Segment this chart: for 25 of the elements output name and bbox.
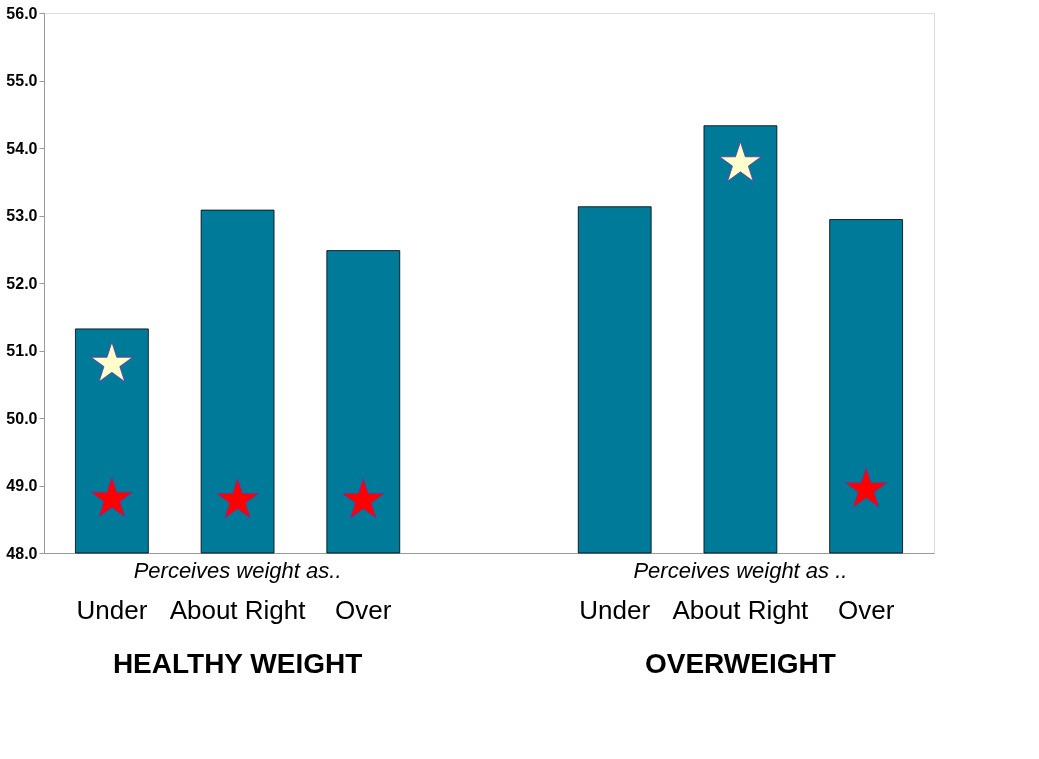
point xyxy=(844,467,888,508)
y-tick-label: 50.0 xyxy=(6,409,38,427)
y-tick-label: 55.0 xyxy=(6,72,38,89)
text: OVERWEIGHT xyxy=(644,648,836,679)
point xyxy=(342,478,385,519)
y-tick-label: 53.0 xyxy=(6,207,38,224)
x-tick-label: Under xyxy=(579,594,651,625)
text: HEALTHY WEIGHT xyxy=(112,648,363,679)
x-tick-label: About Right xyxy=(169,594,307,625)
y-tick-label: 48.0 xyxy=(6,544,38,562)
point xyxy=(719,141,762,182)
y-tick-label: 54.0 xyxy=(6,139,38,157)
text: Perceives weight as.. xyxy=(133,558,342,583)
point xyxy=(90,341,134,383)
x-tick-label: About Right xyxy=(672,594,810,625)
x-tick-label: Under xyxy=(76,594,148,625)
y-tick-label: 51.0 xyxy=(6,342,38,359)
y-tick-label: 49.0 xyxy=(6,477,38,494)
x-tick-label: Over xyxy=(837,594,895,625)
point xyxy=(216,478,259,519)
point xyxy=(90,476,134,518)
text: Perceives weight as .. xyxy=(633,558,848,583)
y-tick-label: 56.0 xyxy=(6,4,38,22)
x-tick-label: Over xyxy=(335,594,392,625)
y-tick-label: 52.0 xyxy=(6,274,38,292)
